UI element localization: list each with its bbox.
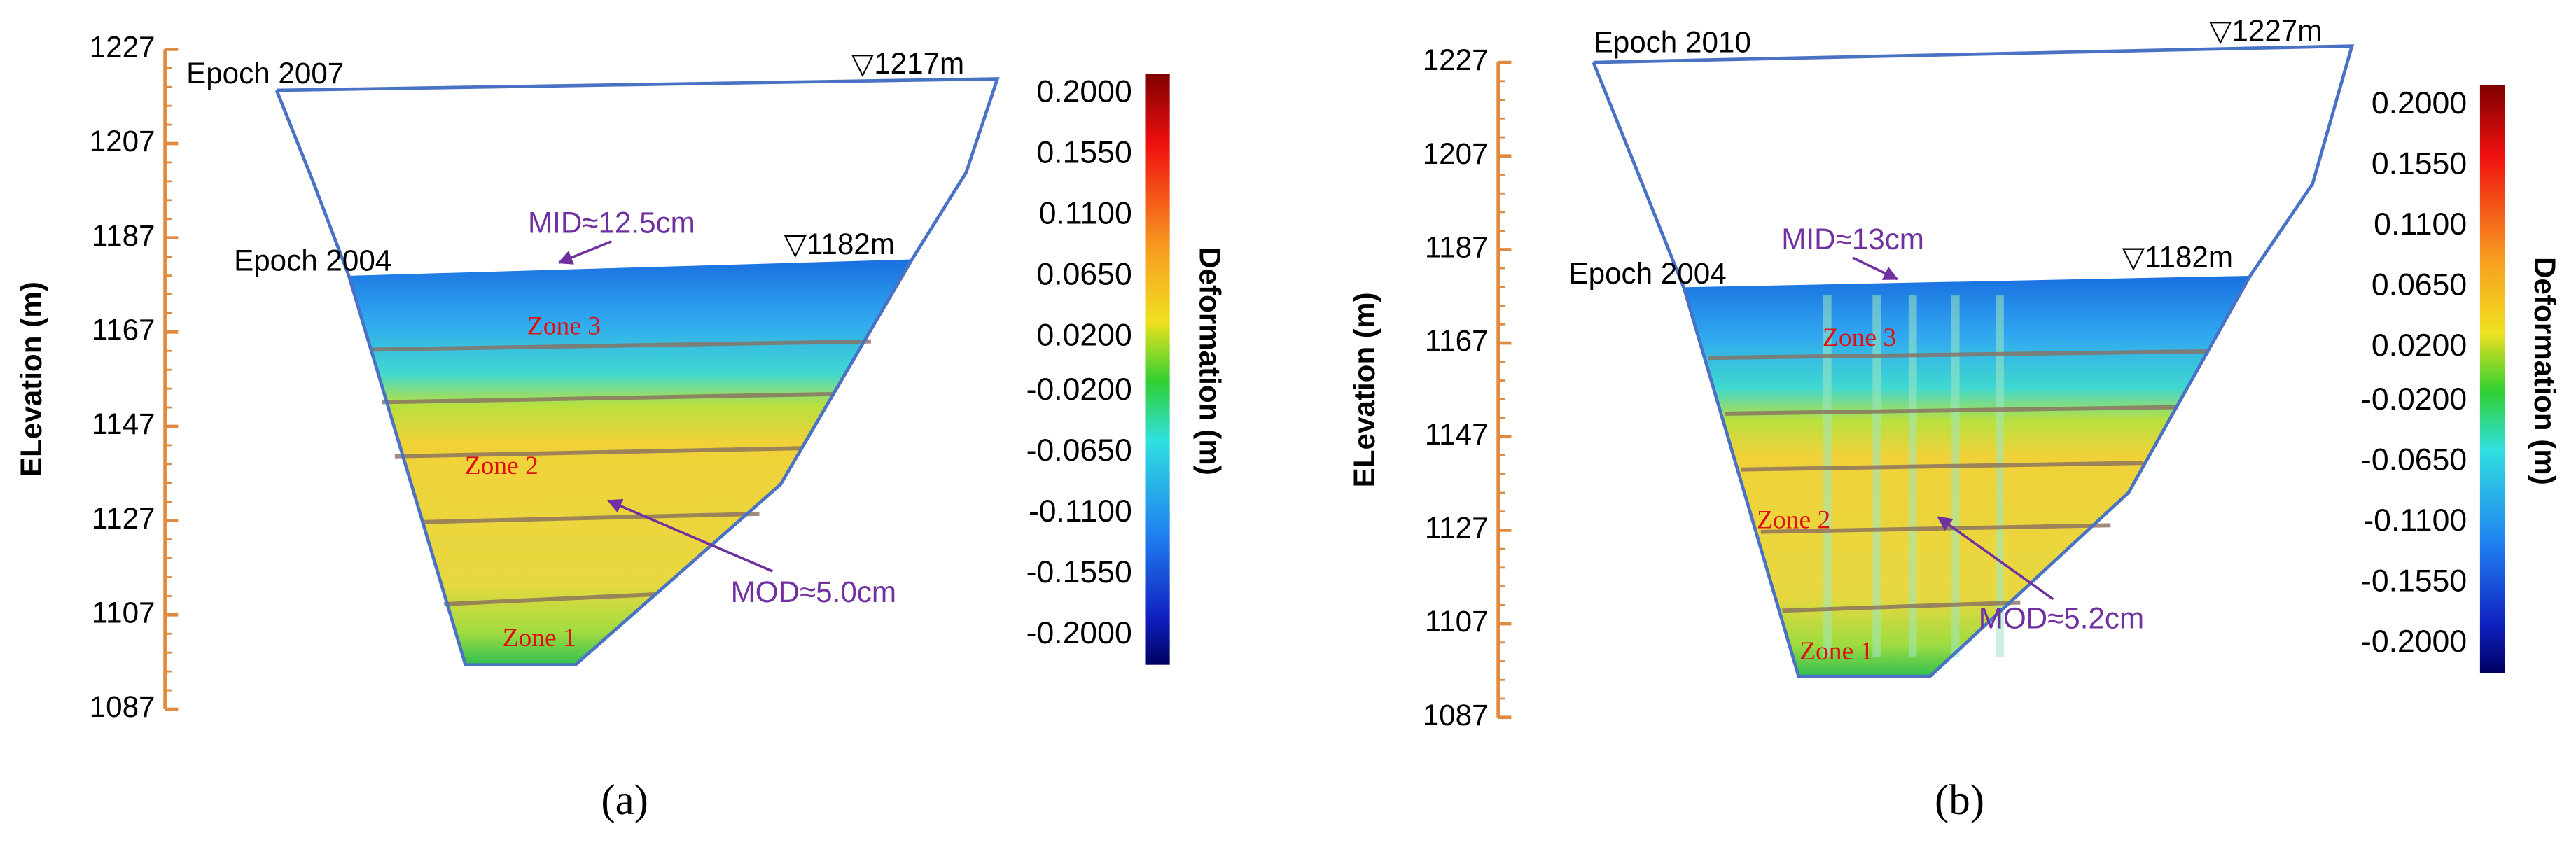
y-tick-label: 1107 — [1425, 605, 1489, 638]
y-tick-label: 1107 — [92, 596, 155, 629]
y-tick-label: 1127 — [1425, 512, 1489, 545]
berm-line — [1760, 523, 2111, 534]
colorbar-tick-label: -0.1100 — [1029, 494, 1132, 529]
epoch-label: Epoch 2007 — [186, 57, 344, 90]
level-label: ▽1182m — [784, 228, 895, 260]
zone-label: Zone 2 — [1757, 505, 1830, 534]
y-tick-label: 1147 — [92, 407, 155, 440]
y-tick-label: 1127 — [92, 502, 155, 535]
y-tick-label: 1147 — [1425, 418, 1489, 451]
mid-arrow — [1852, 256, 1899, 281]
dam-outline — [274, 77, 1000, 667]
mod-arrow — [1937, 516, 2054, 601]
streak — [1872, 295, 1881, 657]
y-tick-label: 1207 — [1423, 137, 1489, 170]
colorbar-tick-label: 0.1100 — [1039, 197, 1132, 231]
berm-line — [1725, 405, 2177, 416]
y-tick-label: 1227 — [1423, 43, 1489, 76]
y-tick-label: 1187 — [92, 219, 155, 252]
colorbar-tick-label: -0.1100 — [2363, 503, 2467, 538]
berm-line — [1741, 461, 2144, 472]
colorbar-tick-label: 0.1100 — [2374, 207, 2467, 242]
zone-label: Zone 2 — [465, 452, 538, 480]
panel-label: (a) — [601, 777, 648, 824]
mid-annotation: MID≈12.5cm — [528, 206, 695, 239]
colorbar-tick-label: 0.0650 — [2372, 267, 2467, 302]
y-tick-label: 1167 — [1425, 324, 1489, 357]
mod-annotation: MOD≈5.0cm — [731, 575, 896, 608]
y-tick-label: 1207 — [90, 125, 155, 158]
y-tick-label: 1087 — [90, 690, 155, 723]
level-label: ▽1227m — [2209, 14, 2322, 47]
berm-line — [424, 512, 760, 524]
colorbar — [2479, 85, 2505, 673]
colorbar-label: Deformation (m) — [2528, 257, 2561, 485]
colorbar-tick-label: -0.0650 — [2361, 442, 2467, 477]
colorbar-label: Deformation (m) — [1193, 247, 1226, 475]
colorbar-tick-label: 0.0200 — [1036, 319, 1132, 353]
colorbar-tick-label: 0.1550 — [1036, 135, 1132, 169]
zone-label: Zone 1 — [503, 624, 576, 652]
colorbar-tick-label: -0.1550 — [1026, 555, 1132, 589]
level-label: ▽1182m — [2122, 241, 2233, 274]
mod-annotation: MOD≈5.2cm — [1979, 602, 2144, 635]
colorbar-tick-label: -0.0200 — [2361, 382, 2467, 417]
berm-line — [370, 339, 871, 352]
colorbar-tick-label: -0.2000 — [2361, 624, 2467, 659]
berm-line — [394, 446, 802, 459]
streak — [1908, 295, 1917, 657]
berm-line — [382, 391, 835, 405]
colorbar — [1145, 74, 1170, 665]
berm-line — [1708, 349, 2210, 361]
axis-label: ELevation (m) — [15, 281, 48, 477]
dam-outline — [1592, 44, 2355, 678]
epoch-label: Epoch 2004 — [1568, 257, 1726, 290]
mid-arrow — [557, 240, 613, 265]
epoch-label: Epoch 2004 — [234, 244, 391, 277]
colorbar-tick-label: 0.0200 — [2372, 328, 2467, 363]
colorbar-tick-label: 0.2000 — [2372, 86, 2467, 120]
level-label: ▽1217m — [851, 47, 964, 80]
colorbar-tick-label: -0.0650 — [1026, 433, 1132, 468]
berm-line — [1782, 600, 2021, 613]
axis-label: ELevation (m) — [1348, 292, 1381, 487]
panel-label: (b) — [1935, 777, 1984, 824]
colorbar-tick-label: -0.2000 — [1026, 616, 1132, 650]
zone-label: Zone 1 — [1799, 637, 1873, 666]
colorbar-tick-label: 0.1550 — [2372, 146, 2467, 181]
zone-label: Zone 3 — [527, 312, 601, 341]
mid-annotation: MID≈13cm — [1781, 223, 1924, 256]
colorbar-tick-label: 0.2000 — [1036, 74, 1132, 109]
y-tick-label: 1167 — [92, 313, 155, 346]
y-tick-label: 1227 — [90, 30, 155, 63]
epoch-label: Epoch 2010 — [1594, 25, 1751, 58]
colorbar-tick-label: 0.0650 — [1036, 258, 1132, 292]
zone-label: Zone 3 — [1823, 323, 1896, 352]
dam-deformation — [1683, 275, 2250, 677]
colorbar-tick-label: -0.0200 — [1026, 372, 1132, 407]
berm-line — [444, 592, 658, 606]
streak — [1951, 295, 1960, 657]
mod-arrow — [606, 499, 773, 573]
streak — [1823, 295, 1832, 657]
streak — [1996, 295, 2004, 657]
dam-deformation — [349, 259, 912, 665]
colorbar-tick-label: -0.1550 — [2361, 564, 2467, 598]
y-tick-label: 1087 — [1423, 699, 1489, 732]
y-tick-label: 1187 — [1425, 231, 1489, 264]
